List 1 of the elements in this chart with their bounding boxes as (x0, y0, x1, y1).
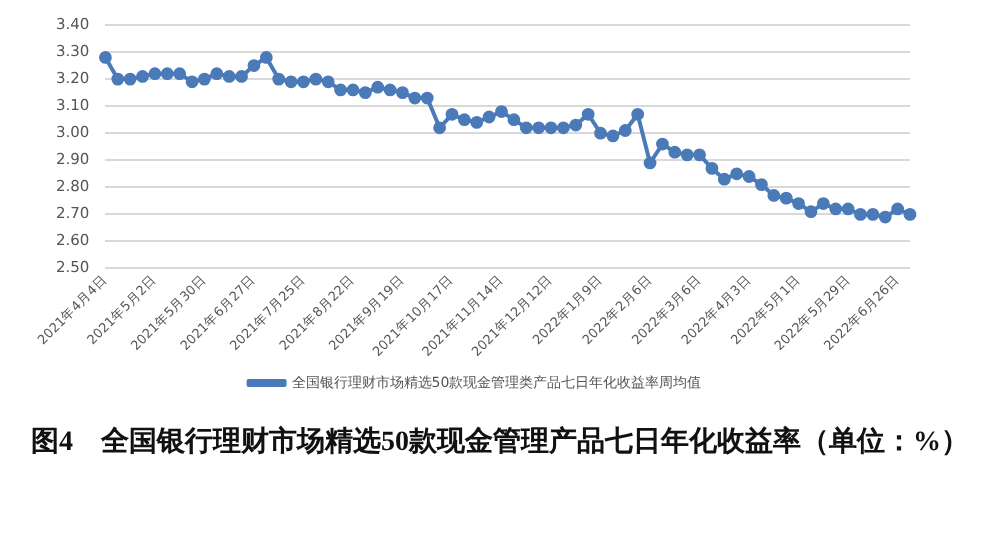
text: 图4 全国银行理财市场精选50款现金管理产品七日年化收益率（单位：%） (29, 424, 971, 460)
